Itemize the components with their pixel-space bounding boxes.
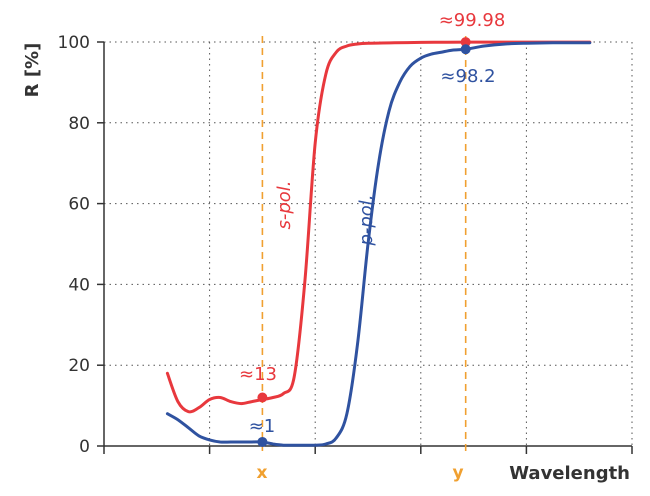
y-tick-label: 80 (68, 114, 90, 134)
annotation-points (257, 37, 471, 447)
y-tick-label: 100 (58, 33, 90, 53)
annotation-p-low: ≈1 (249, 416, 276, 437)
series-line-ppol (165, 41, 592, 447)
x-axis-title: Wavelength (509, 463, 630, 484)
annotation-p-high: ≈98.2 (440, 66, 495, 87)
y-tick-label: 60 (68, 195, 90, 215)
p-pol-label: p-pol. (356, 194, 377, 246)
s-pol-label: s-pol. (274, 180, 295, 229)
x-markers (261, 36, 467, 454)
annotation-s-low: ≈13 (239, 364, 277, 385)
y-marker-label: y (452, 463, 463, 483)
annotation-point (460, 44, 471, 55)
series (165, 40, 592, 447)
axes (97, 41, 633, 454)
annotation-point (460, 37, 471, 48)
annotation-s-high: ≈99.98 (439, 10, 506, 31)
y-tick-labels: 0 20 40 60 80 100 (58, 33, 90, 457)
y-tick-label: 20 (68, 356, 90, 376)
y-tick-label: 0 (79, 437, 90, 457)
annotation-point (257, 392, 268, 403)
y-tick-label: 40 (68, 275, 90, 295)
y-axis-title: R [%] (22, 43, 43, 98)
x-marker-label: x (257, 463, 268, 483)
annotation-point (257, 436, 268, 447)
series-line-spol (165, 40, 592, 414)
